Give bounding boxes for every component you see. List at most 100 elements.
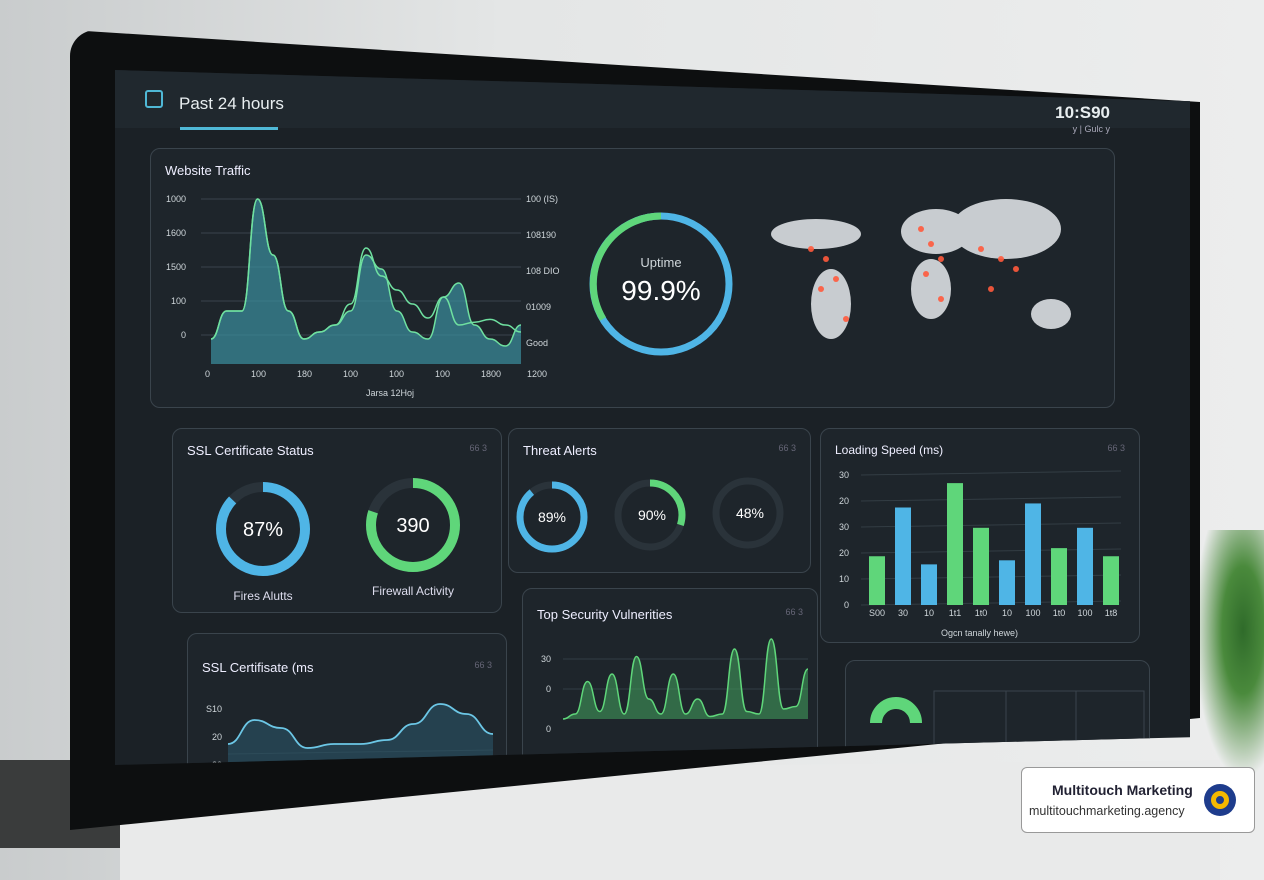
- loading-speed-chart: 0 10 20 30 20 30 S00 30 10 1t1 1t0 10 100 1t0 100 1t8: [839, 470, 1122, 618]
- y-tick-label: 1500: [166, 262, 186, 272]
- bottom-right-panel: [845, 660, 1150, 765]
- threat-donut-arc: [516, 481, 588, 553]
- panel-title: Loading Speed (ms): [835, 443, 944, 457]
- ssl-donuts: [216, 478, 460, 576]
- x-tick-label: 100: [389, 369, 404, 379]
- dashboard-screen: Past 24 hours 10:S90 y | Gulc y Website …: [115, 70, 1190, 765]
- x-tick-label: 1t8: [1105, 608, 1118, 618]
- map-hotspot: [928, 241, 934, 247]
- panel-title: SSL Certifisate (ms: [202, 660, 314, 675]
- panel-menu-icon[interactable]: 66 3: [474, 660, 492, 670]
- y-tick-label: S10: [206, 704, 222, 714]
- y-tick-label: 0: [546, 684, 551, 694]
- world-map[interactable]: [751, 179, 1091, 379]
- continent: [951, 199, 1061, 259]
- partial-gauge: [870, 690, 1145, 752]
- y-tick-label: 30: [839, 470, 849, 480]
- uptime-green-arc: [589, 212, 662, 321]
- right-tick-label: 100 (IS): [526, 194, 558, 204]
- plant: [1194, 530, 1264, 780]
- bar: [1051, 548, 1067, 605]
- threat-donuts: [516, 477, 784, 553]
- ssl-line: [227, 703, 494, 749]
- gridline: [860, 470, 1122, 476]
- map-hotspot: [938, 256, 944, 262]
- x-tick-label: 1t1: [949, 608, 962, 618]
- uptime-label: Uptime: [640, 255, 682, 270]
- panel-title: Website Traffic: [165, 163, 251, 178]
- map-hotspot: [978, 246, 984, 252]
- y-tick-label: 20: [212, 732, 222, 742]
- continent: [1031, 299, 1071, 329]
- panel-menu-icon[interactable]: 66 3: [1107, 443, 1125, 453]
- brand-logo-icon: [1204, 784, 1236, 816]
- map-hotspot: [823, 256, 829, 262]
- clock: 10:S90: [1055, 103, 1110, 122]
- y-tick-label: 1000: [166, 194, 186, 204]
- active-tab-indicator: [180, 127, 278, 130]
- bar: [921, 564, 937, 605]
- panel-menu-icon[interactable]: 66 3: [469, 443, 487, 453]
- continent: [771, 219, 861, 249]
- right-tick-label: 01009: [526, 302, 551, 312]
- bar: [947, 483, 963, 605]
- panel-title: SSL Certificate Status: [187, 443, 314, 458]
- threat-alerts-panel: Threat Alerts 66 3 89% 90% 48%: [508, 428, 811, 573]
- threat-value: 90%: [637, 507, 667, 523]
- ssl-line-chart: S102020: [206, 703, 494, 765]
- y-tick-label: 30: [541, 654, 551, 664]
- y-tick-label: 1600: [166, 228, 186, 238]
- x-tick-label: 1t0: [975, 608, 988, 618]
- traffic-line-1: [210, 198, 522, 340]
- map-hotspot: [923, 271, 929, 277]
- ssl-donut-arc: [216, 482, 310, 576]
- x-tick-label: 30: [898, 608, 908, 618]
- bar: [999, 560, 1015, 605]
- vuln-area: [563, 639, 808, 719]
- y-tick-label: 0: [844, 600, 849, 610]
- threat-value: 89%: [537, 509, 567, 525]
- time-range-tab[interactable]: Past 24 hours: [179, 94, 284, 113]
- y-tick-label: 0: [181, 330, 186, 340]
- map-hotspot: [843, 316, 849, 322]
- vulnerabilities-panel: Top Security Vulnerities 66 3 30 0 0: [522, 588, 818, 765]
- panel-title: Threat Alerts: [523, 443, 597, 458]
- threat-value: 48%: [735, 505, 765, 521]
- x-tick-label: 1t0: [1053, 608, 1066, 618]
- continent: [811, 269, 851, 339]
- map-hotspot: [818, 286, 824, 292]
- dashboard-logo-icon: [145, 90, 163, 108]
- x-tick-label: 100: [251, 369, 266, 379]
- x-tick-label: S00: [869, 608, 885, 618]
- x-tick-label: 0: [205, 369, 210, 379]
- threat-donut-track: [712, 477, 784, 549]
- panel-menu-icon[interactable]: 66 3: [785, 607, 803, 617]
- x-tick-label: 1800: [481, 369, 501, 379]
- vuln-line: [562, 638, 809, 720]
- x-tick-label: 100: [343, 369, 358, 379]
- bar: [973, 527, 989, 605]
- bar: [895, 507, 911, 605]
- x-tick-label: 1200: [527, 369, 547, 379]
- brand-url[interactable]: multitouchmarketing.agency: [1029, 804, 1185, 818]
- map-hotspot: [808, 246, 814, 252]
- bar: [1103, 556, 1119, 605]
- clock-subtitle: y | Gulc y: [1072, 124, 1110, 134]
- x-axis-label: Ogcn tanally hewe): [941, 628, 1019, 638]
- brand-name: Multitouch Marketing: [1052, 782, 1193, 798]
- y-tick-label: 20: [839, 496, 849, 506]
- map-hotspot: [918, 226, 924, 232]
- brand-badge[interactable]: Multitouch Marketing multitouchmarketing…: [1021, 767, 1255, 833]
- website-traffic-panel: Website Traffic 1000 100 (IS) 1600 108190 15…: [150, 148, 1115, 408]
- panel-menu-icon[interactable]: 66 3: [778, 443, 796, 453]
- right-tick-label: Good: [526, 338, 548, 348]
- uptime-value: 99.9%: [621, 275, 701, 306]
- firewall-donut-value: 390: [396, 515, 430, 537]
- bar: [1077, 527, 1093, 605]
- bar: [1025, 503, 1041, 605]
- x-tick-label: 180: [297, 369, 312, 379]
- map-hotspot: [833, 276, 839, 282]
- x-tick-label: 100: [435, 369, 450, 379]
- y-tick-label: 20: [839, 548, 849, 558]
- gridline: [860, 496, 1122, 502]
